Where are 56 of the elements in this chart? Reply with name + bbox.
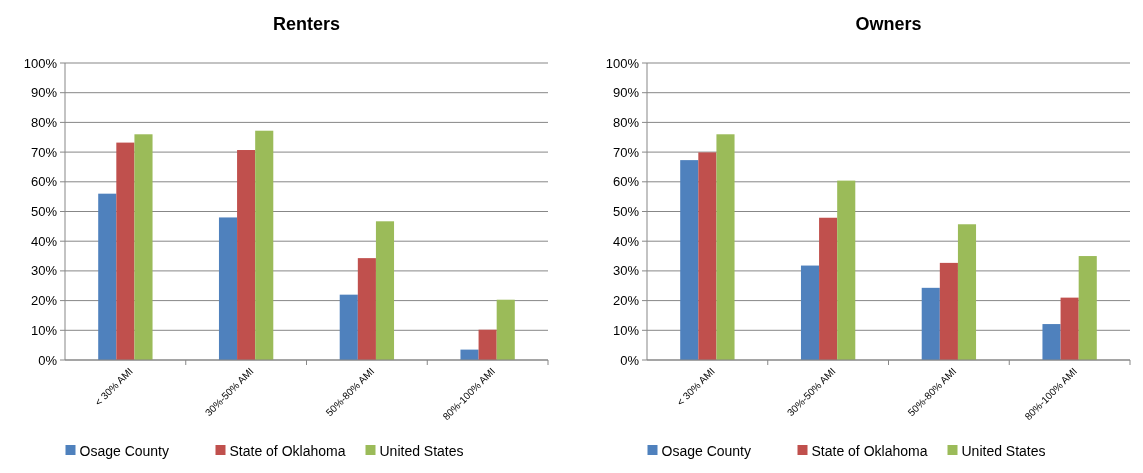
bar <box>716 134 735 360</box>
y-tick-label: 0% <box>620 352 640 368</box>
legend-label: United States <box>961 442 1046 459</box>
x-tick-label: < 30% AMI <box>92 365 135 408</box>
chart-title: Owners <box>855 14 922 34</box>
legend-label: Osage County <box>661 442 751 459</box>
y-tick-label: 80% <box>612 114 640 130</box>
legend-label: State of Oklahoma <box>229 442 346 459</box>
y-tick-label: 90% <box>612 85 640 101</box>
y-tick-label: 0% <box>38 352 58 368</box>
x-tick-label: < 30% AMI <box>674 365 717 408</box>
bar <box>496 299 515 360</box>
y-tick-label: 60% <box>30 174 58 190</box>
bar <box>837 180 856 360</box>
y-tick-label: 60% <box>612 174 640 190</box>
bar <box>98 193 117 360</box>
bar <box>800 265 820 360</box>
y-tick-label: 50% <box>30 204 58 220</box>
y-tick-label: 100% <box>23 55 58 71</box>
bar <box>819 217 838 360</box>
y-tick-label: 50% <box>612 204 640 220</box>
legend-label: State of Oklahoma <box>811 442 928 459</box>
bar <box>134 134 153 360</box>
bar <box>116 142 135 360</box>
bar <box>375 221 395 360</box>
y-tick-label: 40% <box>612 233 640 249</box>
bar <box>698 152 717 360</box>
y-tick-label: 30% <box>30 263 58 279</box>
bar <box>939 262 958 360</box>
chart-title: Renters <box>272 14 341 34</box>
bar <box>237 150 256 360</box>
y-tick-label: 90% <box>30 85 58 101</box>
legend-label: United States <box>379 442 464 459</box>
y-tick-label: 100% <box>605 55 640 71</box>
y-tick-label: 10% <box>612 322 640 338</box>
bar <box>357 258 376 360</box>
bar <box>255 130 274 360</box>
bar <box>680 160 699 360</box>
bar <box>1078 256 1097 360</box>
bar <box>478 329 497 360</box>
y-tick-label: 40% <box>30 233 58 249</box>
bar <box>460 349 479 360</box>
y-tick-label: 20% <box>612 293 640 309</box>
bar <box>957 224 977 360</box>
bar <box>921 287 940 360</box>
y-tick-label: 10% <box>30 322 58 338</box>
bar <box>218 217 238 360</box>
bar <box>339 294 358 360</box>
y-tick-label: 20% <box>30 293 58 309</box>
bar <box>1042 324 1061 360</box>
y-tick-label: 70% <box>612 144 640 160</box>
y-tick-label: 80% <box>30 114 58 130</box>
y-tick-label: 30% <box>612 263 640 279</box>
y-tick-label: 70% <box>30 144 58 160</box>
legend-label: Osage County <box>79 442 169 459</box>
bar <box>1060 297 1079 360</box>
